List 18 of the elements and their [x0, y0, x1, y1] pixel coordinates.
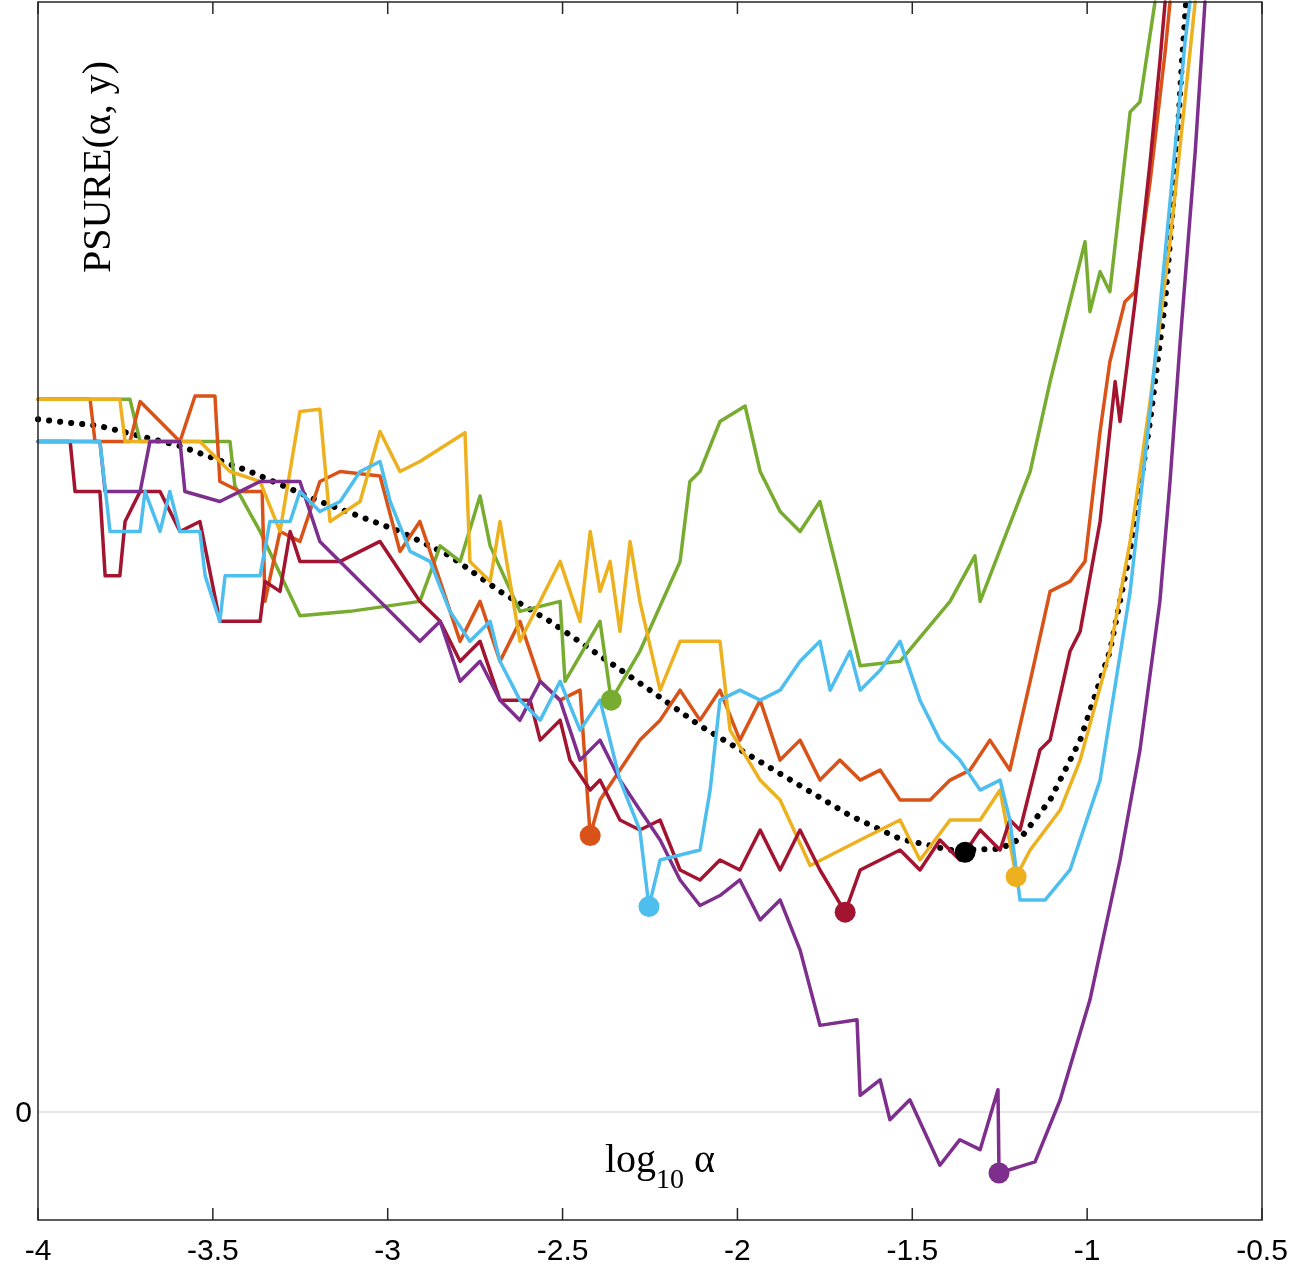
x-tick-label: -2.5 [536, 1233, 589, 1266]
point [638, 896, 660, 918]
point [988, 1162, 1010, 1184]
x-tick-label: -0.5 [1236, 1233, 1288, 1266]
point [834, 901, 856, 923]
point [579, 825, 601, 847]
x-tick-label: -3.5 [187, 1233, 239, 1266]
x-tick-label: -4 [24, 1233, 52, 1266]
x-tick-label: -3 [374, 1233, 402, 1266]
ref-line-label: 0 [15, 1095, 32, 1129]
point [600, 689, 622, 711]
point [1005, 866, 1027, 888]
x-tick-label: -2 [724, 1233, 751, 1266]
y-axis-title: PSURE(α, y) [74, 60, 119, 274]
x-tick-label: -1 [1073, 1233, 1101, 1266]
x-tick-label: -1.5 [886, 1233, 939, 1266]
x-axis-title: log$_{10}$ α [604, 1136, 716, 1194]
point [954, 841, 976, 863]
